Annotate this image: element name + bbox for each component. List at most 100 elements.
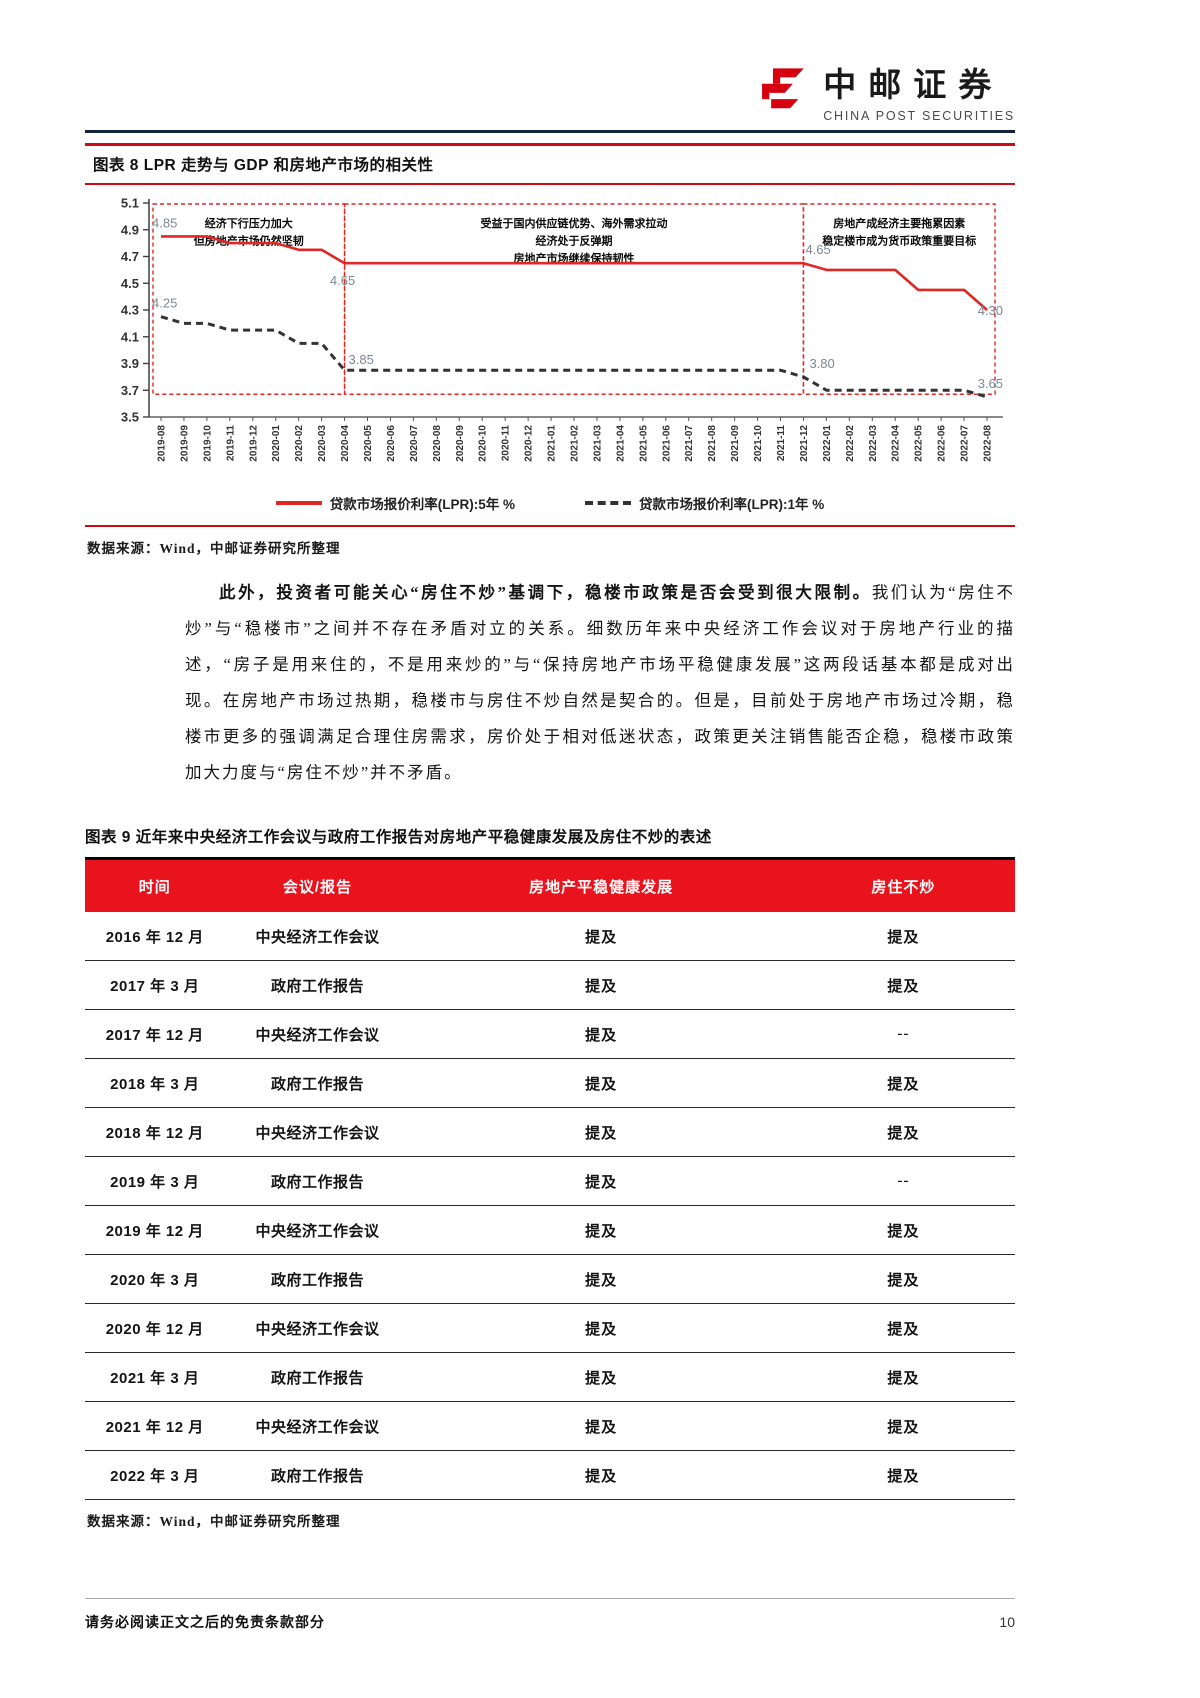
table-cell: 提及: [410, 1450, 792, 1500]
table-cell: 提及: [410, 1058, 792, 1108]
chart-legend: 贷款市场报价利率(LPR):5年 % 贷款市场报价利率(LPR):1年 %: [85, 489, 1015, 525]
column-header-2: 房地产平稳健康发展: [410, 858, 792, 912]
table-cell: 政府工作报告: [224, 1254, 411, 1304]
table-cell: 提及: [791, 1107, 1015, 1157]
series-line-0: [161, 235, 988, 311]
svg-text:2021-08: 2021-08: [707, 425, 718, 462]
svg-text:4.85: 4.85: [152, 215, 177, 230]
table-cell: 提及: [791, 1254, 1015, 1304]
svg-text:2019-08: 2019-08: [157, 425, 168, 462]
legend-label-lpr5y: 贷款市场报价利率(LPR):5年 %: [329, 497, 515, 512]
figure8-source: 数据来源：Wind，中邮证券研究所整理: [87, 541, 341, 556]
table-cell: 政府工作报告: [224, 1156, 411, 1206]
table-cell: 2017 年 3 月: [85, 960, 225, 1010]
table-row: 2019 年 3 月政府工作报告 提及 --: [85, 1156, 1015, 1206]
svg-text:2022-03: 2022-03: [868, 425, 879, 462]
svg-text:2021-07: 2021-07: [684, 425, 695, 462]
column-header-3: 房住不炒: [791, 858, 1015, 912]
table-row: 2018 年 3 月政府工作报告 提及 提及: [85, 1058, 1015, 1108]
legend-dashed-line-icon: [585, 501, 631, 505]
svg-text:3.85: 3.85: [349, 352, 374, 367]
table-cell: 中央经济工作会议: [224, 1205, 411, 1255]
svg-text:4.25: 4.25: [152, 296, 177, 311]
legend-label-lpr1y: 贷款市场报价利率(LPR):1年 %: [639, 497, 825, 512]
svg-text:2022-02: 2022-02: [845, 425, 856, 462]
svg-text:房地产成经济主要拖累因素: 房地产成经济主要拖累因素: [833, 216, 965, 230]
svg-text:经济下行压力加大: 经济下行压力加大: [205, 216, 293, 230]
svg-text:2020-07: 2020-07: [409, 425, 420, 462]
table-row: 2017 年 12 月中央经济工作会议 提及 --: [85, 1009, 1015, 1059]
svg-text:3.80: 3.80: [809, 356, 834, 371]
table-cell: 2018 年 3 月: [85, 1058, 225, 1108]
header-divider: [85, 130, 1015, 133]
table-cell: 提及: [410, 1107, 792, 1157]
svg-text:2021-12: 2021-12: [799, 425, 810, 462]
table-cell: 2019 年 3 月: [85, 1156, 225, 1206]
table-cell: 提及: [410, 1205, 792, 1255]
table-cell: 提及: [410, 1156, 792, 1206]
svg-text:4.7: 4.7: [121, 249, 139, 264]
table-cell: 提及: [791, 960, 1015, 1010]
svg-text:3.65: 3.65: [978, 376, 1003, 391]
table-cell: 提及: [410, 1352, 792, 1402]
svg-text:2019-12: 2019-12: [248, 425, 259, 462]
svg-text:2019-10: 2019-10: [202, 425, 213, 462]
table-cell: 提及: [791, 1450, 1015, 1500]
svg-text:2022-08: 2022-08: [983, 425, 994, 462]
column-header-1: 会议/报告: [224, 858, 411, 912]
table-cell: 2022 年 3 月: [85, 1450, 225, 1500]
table-row: 2021 年 3 月政府工作报告 提及 提及: [85, 1352, 1015, 1402]
table-cell: 中央经济工作会议: [224, 912, 411, 961]
table-cell: 2021 年 12 月: [85, 1401, 225, 1451]
table-row: 2016 年 12 月中央经济工作会议 提及 提及: [85, 912, 1015, 961]
svg-text:4.9: 4.9: [121, 222, 139, 237]
svg-text:2020-06: 2020-06: [386, 425, 397, 462]
svg-text:2021-11: 2021-11: [776, 425, 787, 462]
figure9-source: 数据来源：Wind，中邮证券研究所整理: [87, 1514, 341, 1529]
svg-text:2020-08: 2020-08: [432, 425, 443, 462]
svg-text:2022-01: 2022-01: [822, 425, 833, 462]
table-cell: 提及: [791, 1058, 1015, 1108]
legend-item-lpr1y: 贷款市场报价利率(LPR):1年 %: [585, 493, 824, 513]
svg-text:4.65: 4.65: [805, 242, 830, 257]
table-cell: 2018 年 12 月: [85, 1107, 225, 1157]
svg-text:2022-06: 2022-06: [937, 425, 948, 462]
x-axis-labels: 2019-08 2019-09 2019-10 2019-11 2019-12 2020-…: [157, 417, 994, 462]
brand-logo: 中邮证券 CHINA POST SECURITIES: [753, 58, 1015, 123]
legend-item-lpr5y: 贷款市场报价利率(LPR):5年 %: [275, 493, 515, 513]
svg-text:2022-05: 2022-05: [914, 425, 925, 462]
table-cell: 2020 年 3 月: [85, 1254, 225, 1304]
svg-text:房地产市场继续保持韧性: 房地产市场继续保持韧性: [514, 251, 635, 265]
table-cell: 提及: [791, 1303, 1015, 1353]
table-cell: 政府工作报告: [224, 960, 411, 1010]
table-cell: --: [791, 1009, 1015, 1059]
svg-text:2020-02: 2020-02: [294, 425, 305, 462]
table-cell: 2020 年 12 月: [85, 1303, 225, 1353]
chinapost-logo-icon: [762, 67, 804, 108]
svg-text:3.9: 3.9: [121, 356, 139, 371]
svg-text:4.3: 4.3: [121, 303, 139, 318]
table-row: 2022 年 3 月政府工作报告 提及 提及: [85, 1450, 1015, 1500]
legend-solid-line-icon: [275, 501, 322, 505]
table-cell: 中央经济工作会议: [224, 1107, 411, 1157]
table-row: 2020 年 3 月政府工作报告 提及 提及: [85, 1254, 1015, 1304]
figure8-title: 图表 8 LPR 走势与 GDP 和房地产市场的相关性: [85, 146, 1015, 185]
svg-text:2020-11: 2020-11: [501, 425, 512, 462]
svg-text:2021-09: 2021-09: [730, 425, 741, 462]
svg-text:2020-04: 2020-04: [340, 425, 351, 462]
table-cell: 提及: [410, 1401, 792, 1451]
point-labels: 4.85 4.25 4.65 3.85 4.65 3.80 4.30 3.65: [152, 215, 1003, 391]
table-cell: 2016 年 12 月: [85, 912, 225, 961]
figure9-title: 图表 9 近年来中央经济工作会议与政府工作报告对房地产平稳健康发展及房住不炒的表…: [85, 829, 712, 846]
svg-text:2020-12: 2020-12: [524, 425, 535, 462]
series-line-1: [160, 315, 988, 399]
svg-text:4.65: 4.65: [330, 273, 355, 288]
table-cell: 提及: [791, 1401, 1015, 1451]
table-cell: 政府工作报告: [224, 1352, 411, 1402]
table-row: 2021 年 12 月中央经济工作会议 提及 提及: [85, 1401, 1015, 1451]
table-cell: 提及: [791, 1205, 1015, 1255]
table-row: 2019 年 12 月中央经济工作会议 提及 提及: [85, 1205, 1015, 1255]
svg-text:2020-05: 2020-05: [363, 425, 374, 462]
svg-text:2021-10: 2021-10: [753, 425, 764, 462]
